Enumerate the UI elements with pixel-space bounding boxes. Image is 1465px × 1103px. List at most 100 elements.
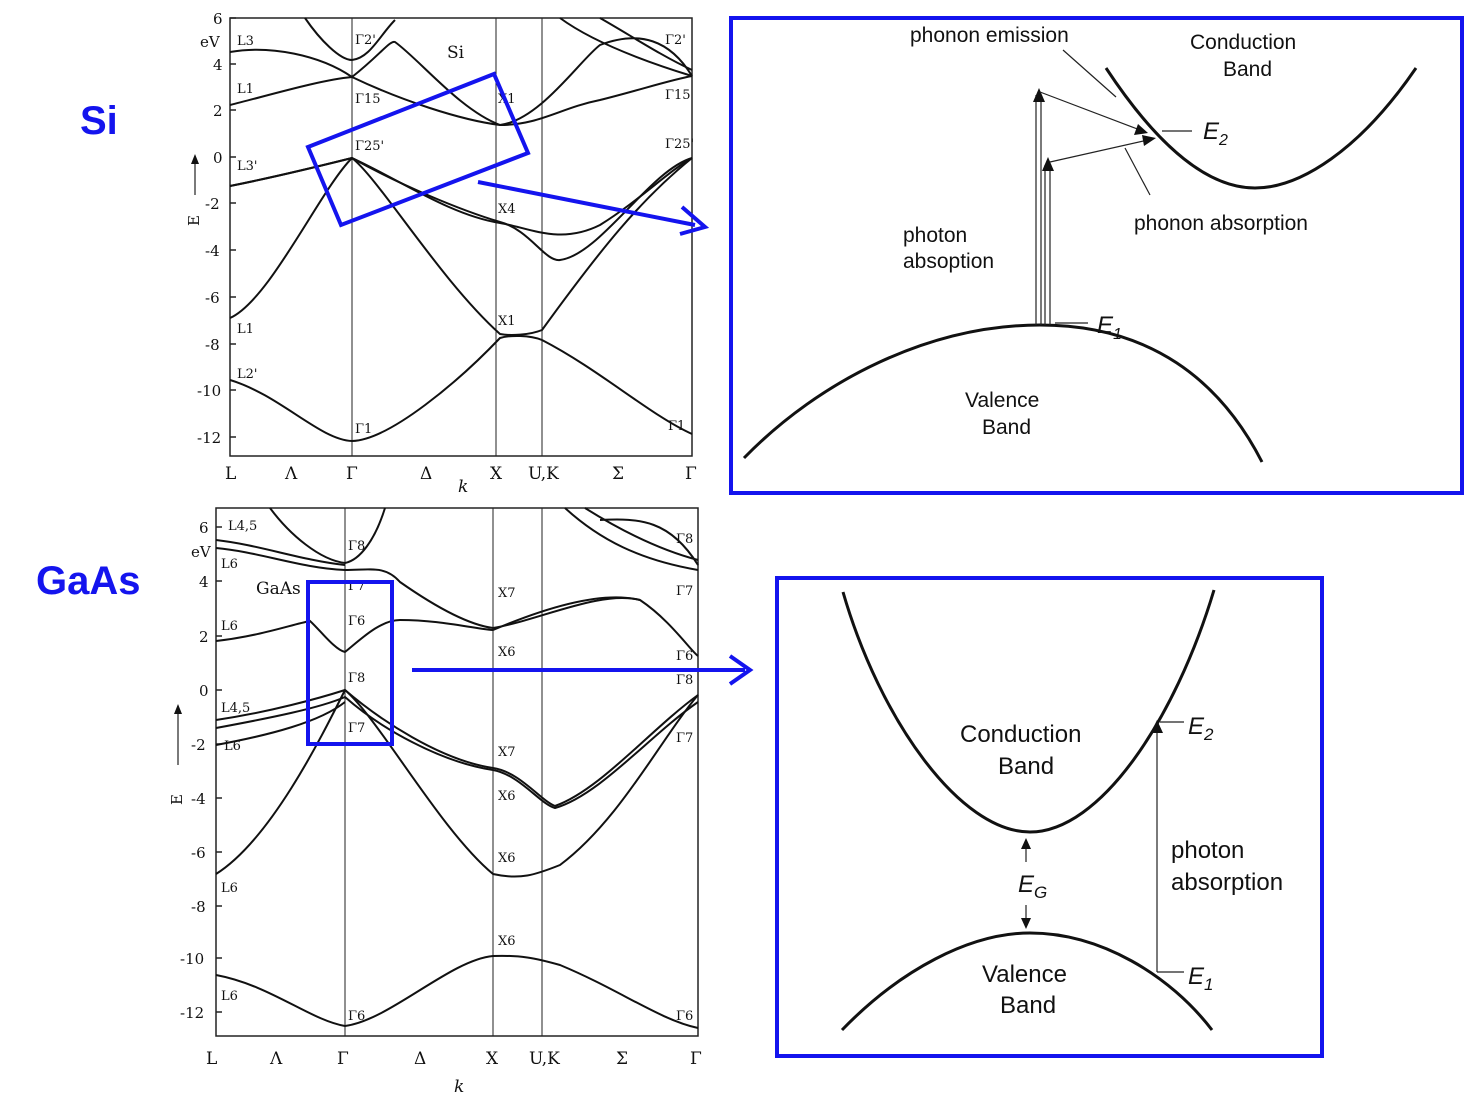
direct-e2-label: E2	[1188, 713, 1214, 744]
indirect-e1-label: E1	[1097, 312, 1122, 343]
svg-text:Γ15: Γ15	[355, 92, 381, 107]
svg-text:L3: L3	[237, 34, 254, 49]
gaas-material-label: GaAs	[256, 579, 301, 599]
svg-text:X7: X7	[498, 745, 516, 760]
si-y-axis-label: E	[185, 215, 203, 226]
si-x-labels: L Λ Γ Δ X U,K Σ Γ	[225, 464, 697, 484]
svg-text:-2: -2	[191, 736, 206, 754]
si-zoom-arrow	[477, 180, 710, 236]
gaas-zoom-box	[306, 580, 394, 746]
si-unit-label: eV	[200, 33, 221, 51]
gaas-band-plot: 6 4 2 0 -2 -4 -6 -8 -10 -12 eV E L Λ Γ Δ…	[168, 507, 702, 1097]
svg-text:Γ8: Γ8	[676, 673, 693, 688]
svg-text:Γ7: Γ7	[348, 721, 365, 736]
svg-text:0: 0	[213, 149, 223, 167]
svg-text:L6: L6	[221, 989, 238, 1004]
svg-text:Γ8: Γ8	[348, 671, 365, 686]
indirect-valence-label-1: Valence	[965, 389, 1039, 412]
svg-text:-12: -12	[197, 429, 221, 447]
phonon-absorption-arrow	[1049, 139, 1149, 163]
svg-text:L1: L1	[237, 322, 254, 337]
phonon-emission-arrow	[1039, 91, 1141, 131]
gaas-y-tick-labels: 6 4 2 0 -2 -4 -6 -8 -10 -12	[180, 519, 209, 1022]
svg-text:-6: -6	[191, 844, 206, 862]
svg-text:Γ7: Γ7	[676, 731, 693, 746]
si-material-label: Si	[447, 43, 465, 63]
svg-text:Γ15: Γ15	[665, 88, 691, 103]
svg-text:L: L	[206, 1049, 217, 1069]
svg-text:U,K: U,K	[528, 464, 559, 484]
eg-label: EG	[1018, 871, 1047, 902]
svg-text:-4: -4	[191, 790, 206, 808]
svg-text:L6: L6	[221, 557, 238, 572]
direct-photon-label-2: absorption	[1171, 869, 1283, 896]
svg-text:X6: X6	[498, 851, 516, 866]
gaas-zoom-arrow	[412, 654, 754, 686]
svg-text:X1: X1	[498, 314, 516, 329]
svg-text:X: X	[490, 464, 503, 484]
gaas-x-labels: L Λ Γ Δ X U,K Σ Γ	[206, 1049, 702, 1069]
svg-text:L6: L6	[224, 739, 241, 754]
svg-text:-10: -10	[197, 382, 221, 400]
svg-text:-4: -4	[205, 242, 220, 260]
indirect-valence-label-2: Band	[982, 416, 1031, 439]
svg-text:Σ: Σ	[612, 464, 624, 484]
svg-text:Γ25': Γ25'	[665, 137, 694, 152]
svg-text:Δ: Δ	[420, 464, 432, 484]
svg-text:2: 2	[213, 102, 223, 120]
svg-text:-12: -12	[180, 1004, 204, 1022]
indirect-e2-label: E2	[1203, 118, 1228, 149]
svg-text:L1: L1	[237, 82, 254, 97]
svg-text:L2': L2'	[237, 367, 257, 382]
svg-text:Γ8: Γ8	[676, 532, 693, 547]
indirect-valence-curve	[742, 323, 1264, 463]
indirect-gap-diagram: phonon emission Conduction Band E2 photo…	[729, 16, 1464, 495]
svg-text:L6: L6	[221, 619, 238, 634]
gaas-x-axis-label: k	[454, 1077, 464, 1097]
si-zoom-box	[305, 71, 531, 228]
direct-diagram-frame	[775, 576, 1324, 1058]
svg-text:2: 2	[199, 628, 209, 646]
svg-text:-8: -8	[191, 898, 206, 916]
phonon-emission-label: phonon emission	[910, 24, 1069, 47]
svg-text:Γ2': Γ2'	[665, 33, 686, 48]
svg-text:-8: -8	[205, 336, 220, 354]
si-bands	[229, 17, 693, 443]
svg-text:Λ: Λ	[284, 464, 298, 484]
svg-text:6: 6	[213, 10, 223, 28]
si-symmetry-labels: L3 L1 L3' L1 L2' Γ2' Γ15 Γ25' Γ1 X1 X4 X…	[237, 33, 694, 437]
svg-text:-6: -6	[205, 289, 220, 307]
svg-text:6: 6	[199, 519, 209, 537]
svg-text:U,K: U,K	[529, 1049, 560, 1069]
direct-conduction-curve	[841, 589, 1216, 834]
direct-valence-curve	[840, 931, 1214, 1032]
si-plot-frame	[229, 17, 693, 457]
svg-text:Γ: Γ	[685, 464, 697, 484]
si-y-tick-labels: 6 4 2 0 -2 -4 -6 -8 -10 -12	[197, 10, 223, 447]
direct-gap-diagram: Conduction Band E2 EG photon absorption …	[775, 576, 1324, 1058]
svg-text:Γ25': Γ25'	[355, 139, 384, 154]
si-y-ticks	[230, 17, 236, 438]
si-label: Si	[80, 99, 118, 143]
svg-text:L4,5: L4,5	[221, 701, 250, 716]
gaas-plot-frame	[215, 507, 699, 1037]
svg-text:X: X	[486, 1049, 499, 1069]
svg-text:Γ7: Γ7	[676, 584, 693, 599]
phonon-absorption-label: phonon absorption	[1134, 212, 1308, 235]
svg-text:L4,5: L4,5	[228, 519, 257, 534]
svg-text:Γ6: Γ6	[348, 614, 365, 629]
svg-text:X4: X4	[498, 202, 516, 217]
svg-text:X6: X6	[498, 934, 516, 949]
indirect-diagram-frame	[729, 16, 1464, 495]
svg-text:-10: -10	[180, 950, 204, 968]
gaas-unit-label: eV	[191, 543, 212, 561]
svg-text:Γ: Γ	[690, 1049, 702, 1069]
indirect-conduction-curve	[1104, 67, 1418, 190]
svg-text:L6: L6	[221, 881, 238, 896]
svg-text:Γ1: Γ1	[355, 422, 372, 437]
gaas-y-ticks	[216, 526, 222, 1013]
svg-text:Σ: Σ	[616, 1049, 628, 1069]
si-band-plot: 6 4 2 0 -2 -4 -6 -8 -10 -12 eV E L Λ Γ Δ…	[185, 10, 697, 497]
svg-text:Γ8: Γ8	[348, 539, 365, 554]
